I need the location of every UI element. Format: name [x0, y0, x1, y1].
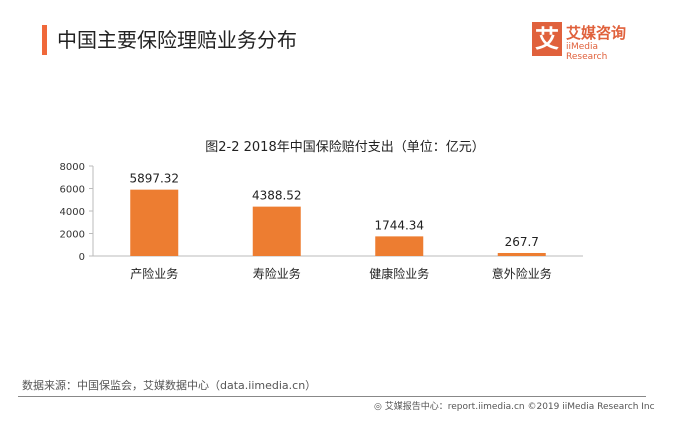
footer-credit-text: 艾媒报告中心：report.iimedia.cn ©2019 iiMedia R… — [384, 402, 655, 412]
chart-title: 图2-2 2018年中国保险赔付支出（单位：亿元） — [205, 140, 485, 155]
data-label: 267.7 — [505, 235, 539, 249]
title-accent — [42, 25, 47, 55]
data-source: 数据来源：中国保监会，艾媒数据中心（data.iimedia.cn） — [22, 379, 317, 392]
x-tick-label: 产险业务 — [130, 266, 178, 281]
bar — [252, 206, 301, 256]
footer-divider — [18, 396, 646, 397]
footer-credit: ◎ 艾媒报告中心：report.iimedia.cn ©2019 iiMedia… — [374, 402, 655, 412]
logo: 艾 艾媒咨询 iiMedia Research — [532, 22, 632, 62]
data-label: 4388.52 — [252, 189, 302, 203]
x-tick-label: 健康险业务 — [369, 266, 429, 281]
y-tick-label: 0 — [79, 252, 85, 263]
y-tick-label: 8000 — [60, 162, 85, 173]
logo-cn: 艾媒咨询 — [566, 24, 627, 42]
data-label: 5897.32 — [129, 172, 179, 186]
data-label: 1744.34 — [374, 218, 424, 232]
bar — [130, 189, 179, 256]
page-title: 中国主要保险理赔业务分布 — [57, 28, 297, 52]
y-tick-label: 6000 — [60, 185, 85, 196]
x-tick-label: 寿险业务 — [253, 266, 301, 281]
bar — [375, 236, 424, 256]
logo-mark: 艾 — [532, 22, 562, 56]
y-tick-label: 2000 — [60, 230, 85, 241]
logo-en: iiMedia Research — [566, 42, 608, 62]
bar — [497, 252, 546, 256]
x-tick-label: 意外险业务 — [492, 266, 552, 281]
y-tick-label: 4000 — [60, 207, 85, 218]
